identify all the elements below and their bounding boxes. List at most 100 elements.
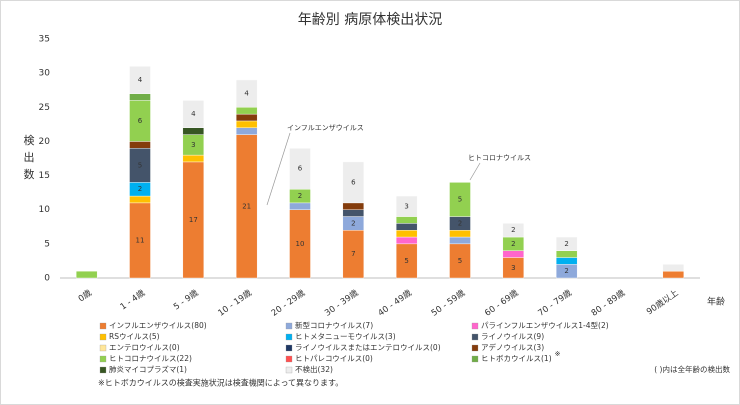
note: ※ヒトボカウイルスの検査実施状況は検査機関によって異なります。: [98, 378, 343, 388]
y-tick-label: 35: [39, 35, 50, 45]
y-tick-label: 25: [39, 103, 50, 113]
data-label: 2: [511, 240, 515, 248]
legend-label: 新型コロナウイルス(7): [295, 320, 373, 330]
bar-segment: [129, 195, 151, 204]
legend-swatch: [285, 366, 293, 374]
data-label: 11: [136, 236, 145, 244]
bar-segment: [235, 120, 258, 128]
data-label: 6: [298, 165, 303, 173]
data-label: 5: [404, 257, 408, 265]
bar-segment: [182, 127, 205, 135]
note: ( )内は全年齢の検出数: [654, 364, 730, 374]
legend-swatch: [285, 344, 293, 352]
bar-segment: [662, 270, 685, 279]
bar-segment: [395, 236, 418, 245]
annotation-line: [266, 132, 291, 206]
legend-swatch: [99, 366, 107, 374]
bar-segment: [289, 202, 311, 210]
legend-swatch: [285, 355, 293, 363]
legend-label: ヒトコロナウイルス(22): [109, 354, 192, 363]
annotation: インフルエンザウイルス: [287, 124, 364, 132]
data-label: 6: [351, 178, 356, 186]
y-tick-label: 15: [39, 171, 50, 181]
bar-segment: [342, 209, 365, 217]
x-axis-label: 年齢: [707, 296, 725, 308]
bar-segment: [395, 223, 418, 231]
bar-segment: [449, 229, 471, 238]
y-tick-label: 5: [44, 239, 50, 249]
data-label: 2: [351, 219, 355, 227]
bar-segment: [129, 66, 151, 94]
bar-segment: [449, 236, 471, 245]
data-label: 4: [191, 110, 196, 118]
bar-segment: [289, 148, 311, 190]
data-label: 3: [511, 264, 515, 272]
y-tick-label: 20: [39, 137, 51, 147]
legend-label: パラインフルエンザウイルス1-4型(2): [481, 321, 609, 330]
bar-segment: [235, 107, 258, 115]
data-label: 2: [511, 226, 515, 234]
legend-label: 肺炎マイコプラズマ(1): [109, 364, 187, 374]
y-axis-label: 検出数: [22, 133, 35, 185]
bar-segment: [502, 250, 525, 258]
legend-swatch: [471, 355, 479, 363]
bar-segment: [235, 79, 258, 108]
legend-label: ヒトパレコウイルス(0): [295, 354, 373, 363]
bar-segment: [395, 216, 418, 224]
legend-label: ライノウイルスまたはエンテロウイルス(0): [295, 343, 441, 352]
y-tick-label: 0: [44, 274, 50, 284]
y-tick-label: 10: [39, 205, 51, 215]
legend-swatch: [285, 333, 293, 341]
data-label: 7: [351, 250, 355, 258]
legend-swatch: [471, 333, 479, 341]
annotation-line: [469, 162, 481, 181]
data-label: 17: [189, 216, 198, 224]
legend-label: ライノウイルス(9): [481, 332, 544, 341]
data-label: 2: [564, 267, 568, 275]
data-label: 2: [564, 240, 568, 248]
bar-segment: [555, 236, 578, 251]
data-label: 3: [191, 141, 195, 149]
annotation: ヒトコロナウイルス: [468, 154, 531, 162]
data-label: 6: [138, 117, 143, 125]
bar-segment: [449, 182, 471, 217]
legend-label: ヒトボカウイルス(1): [481, 354, 552, 363]
data-label: 10: [296, 240, 305, 248]
legend-swatch: [99, 344, 107, 352]
legend-swatch: [99, 322, 107, 330]
bar-segment: [395, 229, 418, 238]
chart-title: 年齢別 病原体検出状況: [298, 12, 442, 28]
data-label: 2: [298, 192, 302, 200]
legend-mark: ※: [555, 350, 561, 358]
bar-segment: [502, 223, 525, 238]
legend-label: RSウイルス(5): [109, 332, 160, 341]
legend-label: エンテロウイルス(0): [109, 343, 180, 352]
data-label: 21: [242, 202, 251, 210]
legend-swatch: [471, 344, 479, 352]
bar-segment: [235, 113, 258, 122]
legend-label: インフルエンザウイルス(80): [109, 321, 207, 330]
bar-segment: [555, 250, 578, 258]
data-label: 3: [404, 202, 408, 210]
bar-segment: [395, 195, 418, 217]
bar-segment: [342, 161, 365, 204]
legend-swatch: [99, 355, 107, 363]
bar-segment: [555, 257, 578, 265]
data-label: 5: [458, 195, 462, 203]
legend-label: 不検出(32): [295, 364, 333, 374]
bar-segment: [235, 127, 258, 135]
bar-segment: [182, 100, 205, 128]
bar-segment: [182, 154, 205, 163]
legend-label: ヒトメタニューモウイルス(3): [295, 332, 396, 341]
bar-segment: [662, 264, 685, 272]
legend-label: アデノウイルス(3): [481, 342, 544, 352]
data-label: 4: [138, 76, 143, 84]
data-label: 4: [244, 90, 249, 98]
legend-swatch: [471, 322, 479, 330]
bar-segment: [75, 270, 98, 279]
bar-segment: [129, 141, 151, 149]
data-label: 2: [458, 219, 462, 227]
data-label: 2: [138, 185, 142, 193]
